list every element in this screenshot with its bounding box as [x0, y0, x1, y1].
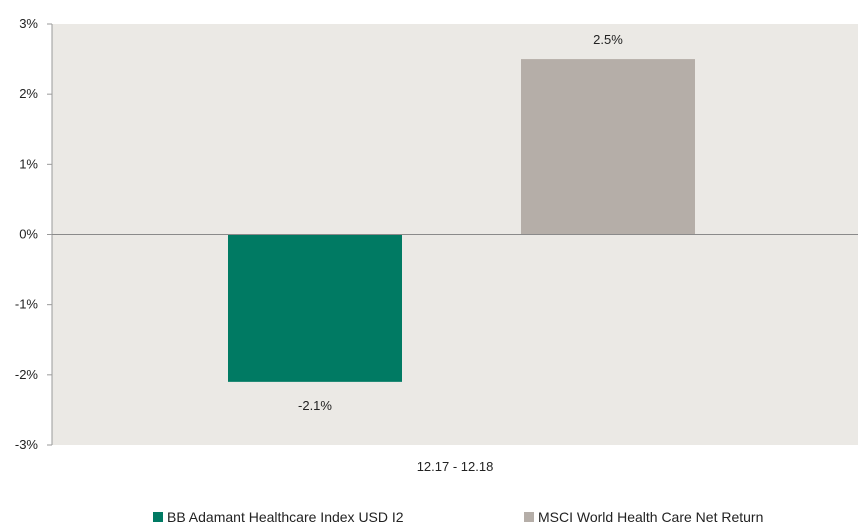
- bar-msci-world: [521, 59, 695, 235]
- y-tick-label: -3%: [15, 437, 39, 452]
- y-tick-label: 0%: [19, 227, 38, 242]
- y-tick-label: -1%: [15, 297, 39, 312]
- legend-item-msci-world: MSCI World Health Care Net Return: [524, 509, 763, 525]
- bar-chart: 3% 2% 1% 0% -1% -2% -3% -2.1% 2.5% 12.17 - 12.1…: [15, 16, 858, 474]
- y-tick-label: 3%: [19, 16, 38, 31]
- legend-label: MSCI World Health Care Net Return: [538, 509, 764, 525]
- bar-bb-adamant: [228, 234, 402, 382]
- legend-item-bb-adamant: BB Adamant Healthcare Index USD I2: [153, 509, 404, 525]
- legend-label: BB Adamant Healthcare Index USD I2: [167, 509, 404, 525]
- data-label: -2.1%: [298, 398, 332, 413]
- y-tick-label: 1%: [19, 156, 38, 171]
- legend: BB Adamant Healthcare Index USD I2 MSCI …: [0, 509, 860, 527]
- y-tick-label: 2%: [19, 86, 38, 101]
- x-axis: 12.17 - 12.18: [52, 234, 858, 474]
- data-label: 2.5%: [593, 32, 623, 47]
- y-tick-label: -2%: [15, 367, 39, 382]
- legend-swatch: [524, 512, 534, 522]
- x-tick-label: 12.17 - 12.18: [417, 459, 494, 474]
- legend-swatch: [153, 512, 163, 522]
- y-axis: 3% 2% 1% 0% -1% -2% -3%: [15, 16, 53, 452]
- bars: -2.1% 2.5%: [228, 32, 695, 413]
